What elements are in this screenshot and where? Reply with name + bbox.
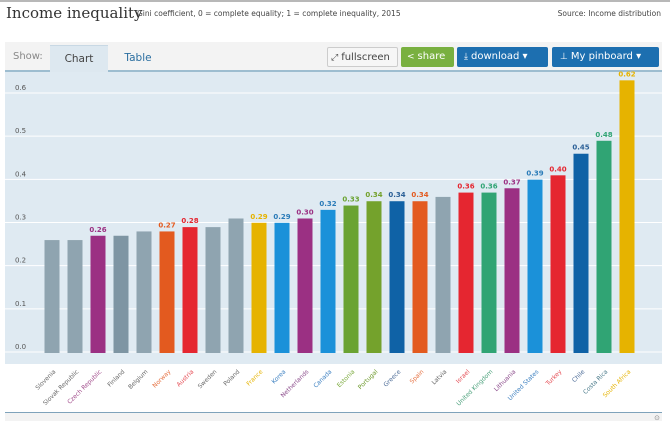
bar bbox=[527, 179, 543, 353]
x-tick-label: Korea bbox=[270, 368, 287, 385]
x-tick-label: France bbox=[245, 368, 264, 387]
data-label: 0.39 bbox=[526, 170, 543, 178]
bar bbox=[136, 231, 152, 353]
x-tick-label: Austria bbox=[175, 368, 195, 388]
bar bbox=[481, 192, 497, 353]
expand-arrows-icon: ⤢ bbox=[331, 53, 339, 63]
bar bbox=[159, 231, 175, 353]
data-label: 0.28 bbox=[181, 217, 198, 225]
x-axis-area bbox=[5, 364, 662, 410]
data-label: 0.40 bbox=[549, 165, 566, 173]
data-label: 0.36 bbox=[480, 183, 497, 191]
x-tick-label: Norway bbox=[151, 368, 172, 389]
fullscreen-button[interactable]: ⤢ fullscreen bbox=[327, 47, 398, 67]
bar bbox=[297, 218, 313, 353]
data-label: 0.33 bbox=[342, 196, 359, 204]
data-label: 0.34 bbox=[411, 191, 428, 199]
data-label: 0.37 bbox=[503, 178, 520, 186]
bar bbox=[44, 240, 60, 353]
page-title: Income inequality bbox=[6, 4, 143, 22]
fullscreen-label: fullscreen bbox=[341, 52, 390, 63]
bar bbox=[458, 192, 474, 353]
data-label: 0.32 bbox=[319, 200, 336, 208]
x-tick-label: Chile bbox=[571, 368, 587, 384]
download-button[interactable]: ⤓ download ▾ bbox=[457, 47, 548, 67]
y-tick-label: 0.4 bbox=[15, 170, 27, 178]
data-label: 0.45 bbox=[572, 144, 589, 152]
bar bbox=[412, 201, 428, 353]
chart-subtitle: Gini coefficient, 0 = complete equality;… bbox=[137, 9, 401, 18]
x-tick-label: Portugal bbox=[357, 368, 380, 391]
x-tick-label: Slovenia bbox=[34, 368, 57, 391]
share-button[interactable]: < share bbox=[401, 47, 454, 67]
info-icon[interactable]: ⊙ bbox=[654, 414, 660, 421]
bottom-bar bbox=[5, 413, 662, 421]
top-rule bbox=[0, 0, 670, 2]
x-tick-label: Estonia bbox=[336, 368, 357, 389]
bar bbox=[619, 80, 635, 353]
data-label: 0.34 bbox=[365, 191, 382, 199]
bar bbox=[504, 188, 520, 353]
pinboard-label: My pinboard ▾ bbox=[570, 51, 642, 62]
data-label: 0.27 bbox=[158, 221, 175, 229]
y-tick-label: 0.5 bbox=[15, 127, 26, 135]
data-label: 0.30 bbox=[296, 208, 313, 216]
data-label: 0.62 bbox=[618, 70, 635, 78]
bar bbox=[90, 235, 106, 353]
bar bbox=[389, 201, 405, 353]
data-label: 0.36 bbox=[457, 183, 474, 191]
download-icon: ⤓ bbox=[464, 52, 468, 62]
data-label: 0.48 bbox=[595, 131, 612, 139]
y-tick-label: 0.0 bbox=[15, 343, 26, 351]
source-link[interactable]: Source: Income distribution bbox=[557, 9, 661, 18]
bar bbox=[251, 222, 267, 353]
x-tick-label: Israel bbox=[455, 368, 472, 385]
bar bbox=[573, 153, 589, 353]
x-tick-label: Latvia bbox=[431, 368, 449, 386]
y-tick-label: 0.2 bbox=[15, 257, 26, 265]
chart-toolbar: Show: Chart Table ⤢ fullscreen < share ⤓ do… bbox=[5, 42, 662, 72]
tab-table[interactable]: Table bbox=[124, 52, 152, 64]
bar bbox=[550, 175, 566, 353]
y-tick-label: 0.1 bbox=[15, 300, 26, 308]
data-label: 0.29 bbox=[250, 213, 267, 221]
x-tick-label: Sweden bbox=[197, 368, 219, 390]
tab-chart[interactable]: Chart bbox=[50, 45, 108, 72]
bar bbox=[67, 240, 83, 353]
download-label: download ▾ bbox=[470, 51, 528, 62]
x-tick-label: Belgium bbox=[127, 368, 149, 390]
bar bbox=[228, 218, 244, 353]
share-label: share bbox=[417, 51, 446, 62]
pinboard-button[interactable]: ⊥ My pinboard ▾ bbox=[552, 47, 659, 67]
share-icon: < bbox=[407, 52, 415, 62]
pin-icon: ⊥ bbox=[560, 52, 568, 62]
bar bbox=[182, 227, 198, 353]
bar bbox=[596, 140, 612, 353]
bar bbox=[366, 201, 382, 353]
bar bbox=[205, 227, 221, 353]
bar bbox=[320, 209, 336, 353]
x-tick-label: Turkey bbox=[544, 368, 564, 388]
data-label: 0.29 bbox=[273, 213, 290, 221]
x-tick-label: Poland bbox=[222, 368, 241, 387]
data-label: 0.34 bbox=[388, 191, 405, 199]
y-tick-label: 0.6 bbox=[15, 84, 27, 92]
bottom-rule bbox=[5, 412, 662, 413]
x-tick-label: Spain bbox=[409, 368, 426, 385]
y-tick-label: 0.3 bbox=[15, 213, 26, 221]
x-tick-label: Greece bbox=[382, 368, 402, 388]
show-label: Show: bbox=[13, 51, 43, 62]
bar bbox=[113, 235, 129, 353]
x-tick-label: Canada bbox=[312, 368, 333, 389]
bar bbox=[435, 196, 451, 353]
data-label: 0.26 bbox=[89, 226, 106, 234]
x-tick-label: Finland bbox=[106, 368, 126, 388]
bar bbox=[343, 205, 359, 353]
bar bbox=[274, 222, 290, 353]
